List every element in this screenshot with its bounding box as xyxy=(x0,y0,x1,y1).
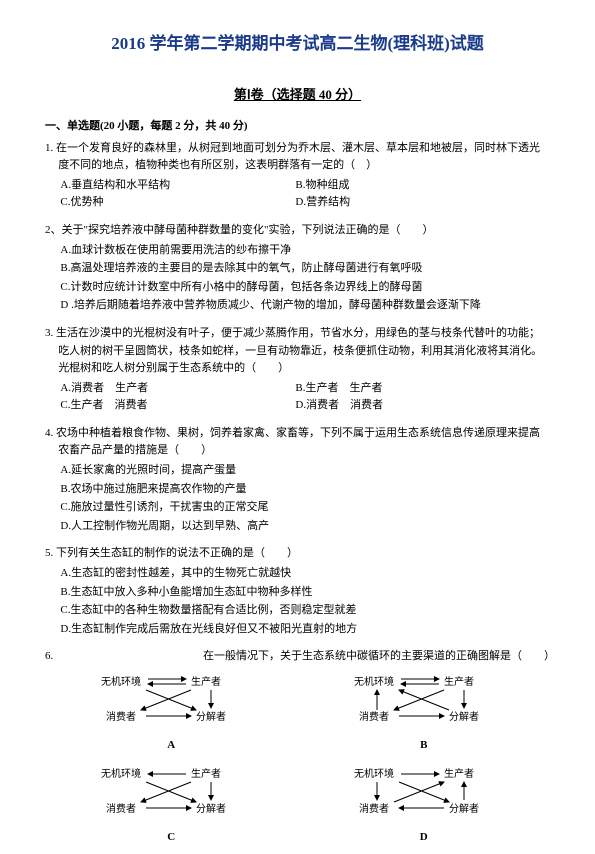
node-consumer: 消费者 xyxy=(359,802,389,815)
q3-stem: 3. 生活在沙漠中的光棍树没有叶子，便于减少蒸腾作用，节省水分，用绿色的茎与枝条… xyxy=(45,325,550,378)
q3-opt-b: B.生产者 生产者 xyxy=(295,380,530,398)
q2-opt-d: D .培养后期随着培养液中营养物质减少、代谢产物的增加，酵母菌种群数量会逐渐下降 xyxy=(45,297,550,315)
q5-opt-d: D.生态缸制作完成后需放在光线良好但又不被阳光直射的地方 xyxy=(45,621,550,639)
q4-opt-d: D.人工控制作物光周期，以达到早熟、高产 xyxy=(45,518,550,536)
question-4: 4. 农场中种植着粮食作物、果树，饲养着家禽、家畜等，下列不属于运用生态系统信息… xyxy=(45,425,550,536)
node-consumer: 消费者 xyxy=(106,710,136,723)
q1-opt-d: D.营养结构 xyxy=(295,194,530,212)
question-1: 1. 在一个发育良好的森林里，从树冠到地面可划分为乔木层、灌木层、草本层和地被层… xyxy=(45,140,550,212)
node-consumer: 消费者 xyxy=(359,710,389,723)
page-title: 2016 学年第二学期期中考试高二生物(理科班)试题 xyxy=(45,30,550,57)
q2-opt-c: C.计数时应统计计数室中所有小格中的酵母菌，包括各条边界线上的酵母菌 xyxy=(45,279,550,297)
question-6: 6. 在一般情况下，关于生态系统中碳循环的主要渠道的正确图解是（ ） 无机环境 … xyxy=(45,648,550,854)
node-env: 无机环境 xyxy=(101,675,141,688)
q3-opts-row2: C.生产者 消费者 D.消费者 消费者 xyxy=(45,397,550,415)
q6-diagrams: 无机环境 生产者 消费者 分解者 A 无机环境 xyxy=(45,670,550,854)
q5-opt-c: C.生态缸中的各种生物数量搭配有合适比例，否则稳定型就差 xyxy=(45,602,550,620)
node-decomposer: 分解者 xyxy=(449,710,479,723)
section-header: 第Ⅰ卷（选择题 40 分） xyxy=(45,85,550,106)
diagram-a: 无机环境 生产者 消费者 分解者 A xyxy=(65,670,277,754)
diagram-c-label: C xyxy=(65,829,277,847)
diagram-b-label: B xyxy=(318,737,530,755)
q4-opt-b: B.农场中施过施肥来提高农作物的产量 xyxy=(45,481,550,499)
node-producer: 生产者 xyxy=(191,767,221,780)
diagram-d: 无机环境 生产者 消费者 分解者 D xyxy=(318,762,530,846)
node-env: 无机环境 xyxy=(101,767,141,780)
diagram-d-label: D xyxy=(318,829,530,847)
q4-opt-c: C.施放过量性引诱剂，干扰害虫的正常交尾 xyxy=(45,499,550,517)
node-producer: 生产者 xyxy=(444,675,474,688)
q3-opt-a: A.消费者 生产者 xyxy=(60,380,295,398)
node-decomposer: 分解者 xyxy=(196,710,226,723)
node-consumer: 消费者 xyxy=(106,802,136,815)
q6-stem: 在一般情况下，关于生态系统中碳循环的主要渠道的正确图解是（ ） xyxy=(63,648,550,666)
question-5: 5. 下列有关生态缸的制作的说法不正确的是（ ） A.生态缸的密封性越差，其中的… xyxy=(45,545,550,638)
question-2: 2、关于"探究培养液中酵母菌种群数量的变化"实验，下列说法正确的是（ ） A.血… xyxy=(45,222,550,315)
question-3: 3. 生活在沙漠中的光棍树没有叶子，便于减少蒸腾作用，节省水分，用绿色的茎与枝条… xyxy=(45,325,550,415)
q4-stem: 4. 农场中种植着粮食作物、果树，饲养着家禽、家畜等，下列不属于运用生态系统信息… xyxy=(45,425,550,460)
q4-opt-a: A.延长家禽的光照时间，提高产蛋量 xyxy=(45,462,550,480)
diagram-a-svg: 无机环境 生产者 消费者 分解者 xyxy=(96,670,246,730)
q1-opts-row2: C.优势种 D.营养结构 xyxy=(45,194,550,212)
q1-opt-b: B.物种组成 xyxy=(295,177,530,195)
diagram-b-svg: 无机环境 生产者 消费者 分解者 xyxy=(349,670,499,730)
node-decomposer: 分解者 xyxy=(196,802,226,815)
diagram-c-svg: 无机环境 生产者 消费者 分解者 xyxy=(96,762,246,822)
q5-opt-b: B.生态缸中放入多种小鱼能增加生态缸中物种多样性 xyxy=(45,584,550,602)
diagram-c: 无机环境 生产者 消费者 分解者 C xyxy=(65,762,277,846)
q5-opt-a: A.生态缸的密封性越差，其中的生物死亡就越快 xyxy=(45,565,550,583)
q1-opt-a: A.垂直结构和水平结构 xyxy=(60,177,295,195)
q3-opts-row1: A.消费者 生产者 B.生产者 生产者 xyxy=(45,380,550,398)
node-env: 无机环境 xyxy=(354,767,394,780)
node-decomposer: 分解者 xyxy=(449,802,479,815)
q5-stem: 5. 下列有关生态缸的制作的说法不正确的是（ ） xyxy=(45,545,550,563)
q2-opt-a: A.血球计数板在使用前需要用洗洁的纱布擦干净 xyxy=(45,242,550,260)
node-producer: 生产者 xyxy=(191,675,221,688)
q1-stem: 1. 在一个发育良好的森林里，从树冠到地面可划分为乔木层、灌木层、草本层和地被层… xyxy=(45,140,550,175)
q2-stem: 2、关于"探究培养液中酵母菌种群数量的变化"实验，下列说法正确的是（ ） xyxy=(45,222,550,240)
node-producer: 生产者 xyxy=(444,767,474,780)
q3-opt-c: C.生产者 消费者 xyxy=(60,397,295,415)
q2-opt-b: B.高温处理培养液的主要目的是去除其中的氧气，防止酵母菌进行有氧呼吸 xyxy=(45,260,550,278)
q6-number: 6. xyxy=(45,648,63,666)
diagram-b: 无机环境 生产者 消费者 分解者 B xyxy=(318,670,530,754)
diagram-d-svg: 无机环境 生产者 消费者 分解者 xyxy=(349,762,499,822)
q1-opt-c: C.优势种 xyxy=(60,194,295,212)
q3-opt-d: D.消费者 消费者 xyxy=(295,397,530,415)
node-env: 无机环境 xyxy=(354,675,394,688)
diagram-a-label: A xyxy=(65,737,277,755)
part-label: 一、单选题(20 小题，每题 2 分，共 40 分) xyxy=(45,118,550,136)
q1-opts-row1: A.垂直结构和水平结构 B.物种组成 xyxy=(45,177,550,195)
